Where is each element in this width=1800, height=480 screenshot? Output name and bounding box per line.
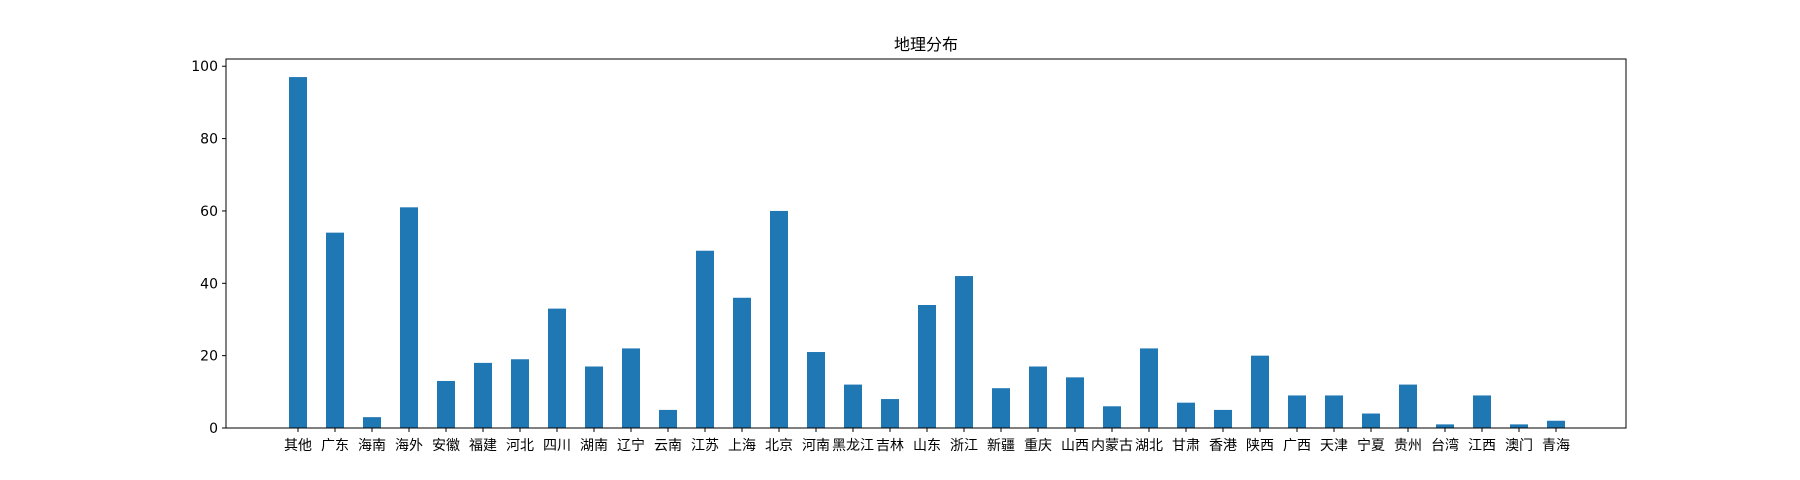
plot-frame [225, 58, 1627, 429]
bar [548, 308, 566, 428]
bar [1399, 384, 1417, 428]
bar [326, 232, 344, 428]
bar [844, 384, 862, 428]
x-tick-label: 湖南 [580, 438, 608, 454]
x-tick-label: 广西 [1283, 438, 1311, 454]
bar [918, 305, 936, 428]
x-tick-label: 云南 [654, 438, 682, 454]
bar [1362, 413, 1380, 428]
x-tick-label: 其他 [284, 438, 312, 454]
bar [770, 210, 788, 428]
bar [733, 297, 751, 428]
x-tick-label: 北京 [765, 438, 793, 454]
y-tick-label: 100 [191, 59, 218, 75]
x-tick-label: 陕西 [1246, 438, 1274, 454]
bar [955, 276, 973, 428]
bar [622, 348, 640, 428]
x-tick-label: 广东 [321, 438, 349, 454]
bar [363, 417, 381, 428]
x-tick-label: 福建 [469, 438, 497, 454]
bar [1177, 402, 1195, 428]
bar [696, 250, 714, 428]
bar [289, 77, 307, 429]
x-tick-label: 江西 [1468, 438, 1496, 454]
bar [1436, 424, 1454, 428]
x-tick-label: 江苏 [691, 438, 719, 454]
bar [1473, 395, 1491, 428]
y-tick-label: 60 [200, 204, 218, 220]
x-tick-label: 宁夏 [1357, 437, 1385, 454]
x-tick-label: 山西 [1061, 438, 1089, 454]
y-tick-label: 0 [209, 421, 218, 437]
bar [1066, 377, 1084, 428]
x-tick-label: 辽宁 [617, 437, 645, 454]
bar [1510, 424, 1528, 428]
x-tick-label: 黑龙江 [832, 438, 874, 454]
x-tick-label: 山东 [913, 438, 941, 454]
bar [511, 359, 529, 428]
x-tick-label: 贵州 [1394, 438, 1422, 454]
x-tick-label: 湖北 [1135, 438, 1163, 454]
y-axis: 0 20 40 60 80 100 [191, 59, 226, 437]
x-tick-label: 甘肃 [1172, 438, 1200, 454]
bar [1029, 366, 1047, 428]
bar [807, 352, 825, 428]
bar [437, 380, 455, 428]
x-tick-label: 青海 [1542, 438, 1570, 454]
chart-title: 地理分布 [894, 35, 958, 54]
bar [585, 366, 603, 428]
x-tick-label: 澳门 [1505, 438, 1533, 454]
x-axis: 其他 广东 海南 海外 安徽 福建 河北 四川 湖南 辽宁 云南 江苏 上海 北京 河南 黑龙江 吉林 山东 浙江新… [284, 428, 1570, 454]
x-tick-label: 天津 [1320, 438, 1348, 454]
x-tick-label: 海外 [395, 438, 423, 454]
x-tick-label: 浙江 [950, 438, 978, 454]
bar [1251, 355, 1269, 428]
bar [400, 207, 418, 428]
x-tick-label: 河南 [802, 438, 830, 454]
x-tick-label: 河北 [506, 438, 534, 454]
bar [474, 362, 492, 428]
x-tick-label: 海南 [358, 438, 386, 454]
bar [1288, 395, 1306, 428]
bar [1103, 406, 1121, 428]
bar [881, 399, 899, 428]
bar [1214, 409, 1232, 428]
x-tick-label: 上海 [728, 438, 756, 454]
x-tick-label: 内蒙古 [1091, 438, 1133, 454]
bar [1547, 420, 1565, 428]
x-tick-label: 台湾 [1431, 437, 1459, 454]
x-tick-label: 四川 [543, 438, 571, 454]
x-tick-label: 重庆 [1024, 438, 1052, 454]
bars-group [289, 77, 1565, 429]
bar [1140, 348, 1158, 428]
x-tick-label: 吉林 [876, 438, 904, 454]
x-tick-label: 安徽 [432, 438, 460, 454]
x-tick-label: 新疆 [987, 438, 1015, 454]
y-tick-label: 80 [200, 132, 218, 148]
bar [992, 388, 1010, 428]
bar [1325, 395, 1343, 428]
y-tick-label: 20 [200, 349, 218, 365]
x-tick-label: 香港 [1209, 438, 1237, 454]
y-tick-label: 40 [200, 276, 218, 292]
bar [659, 409, 677, 428]
